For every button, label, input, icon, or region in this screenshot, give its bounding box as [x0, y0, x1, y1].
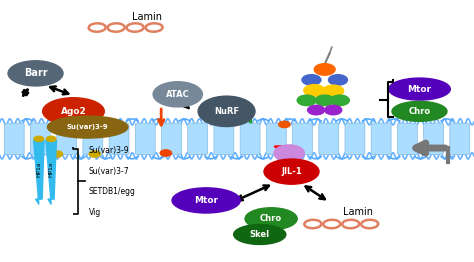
Text: HP1a: HP1a: [36, 162, 41, 177]
Circle shape: [51, 151, 63, 157]
Text: Lamin: Lamin: [343, 207, 373, 217]
Circle shape: [304, 85, 325, 96]
Circle shape: [328, 75, 347, 85]
Circle shape: [160, 150, 172, 156]
FancyBboxPatch shape: [109, 123, 129, 155]
FancyBboxPatch shape: [30, 123, 50, 155]
Ellipse shape: [172, 188, 240, 213]
Polygon shape: [46, 140, 56, 204]
Circle shape: [297, 95, 316, 106]
Ellipse shape: [245, 208, 297, 230]
Polygon shape: [34, 140, 44, 204]
Text: Lamin: Lamin: [132, 12, 162, 22]
Text: Chro: Chro: [409, 107, 430, 116]
Text: Chro: Chro: [260, 214, 282, 223]
FancyBboxPatch shape: [57, 123, 77, 155]
Ellipse shape: [153, 82, 202, 107]
Circle shape: [34, 136, 44, 141]
Text: Barr: Barr: [24, 68, 47, 78]
Ellipse shape: [47, 116, 128, 138]
FancyBboxPatch shape: [188, 123, 208, 155]
Circle shape: [330, 95, 349, 106]
Text: HP1a: HP1a: [49, 162, 54, 177]
Circle shape: [279, 150, 290, 156]
FancyBboxPatch shape: [397, 123, 417, 155]
FancyBboxPatch shape: [83, 123, 103, 155]
Ellipse shape: [392, 101, 447, 121]
FancyBboxPatch shape: [214, 123, 234, 155]
Text: ATAC: ATAC: [166, 90, 190, 99]
Text: Vig: Vig: [89, 208, 101, 217]
FancyBboxPatch shape: [371, 123, 391, 155]
Text: Su(var)3-7: Su(var)3-7: [89, 167, 129, 176]
FancyBboxPatch shape: [266, 123, 286, 155]
FancyBboxPatch shape: [450, 123, 470, 155]
Circle shape: [302, 75, 321, 85]
Circle shape: [274, 145, 304, 162]
Text: Mtor: Mtor: [408, 85, 431, 94]
Ellipse shape: [234, 225, 286, 244]
Text: Mtor: Mtor: [194, 196, 218, 205]
Circle shape: [315, 95, 334, 106]
Circle shape: [89, 121, 100, 128]
Circle shape: [89, 151, 100, 157]
Circle shape: [46, 136, 56, 141]
Circle shape: [314, 64, 335, 75]
Circle shape: [279, 121, 290, 128]
Circle shape: [308, 105, 325, 115]
FancyBboxPatch shape: [292, 123, 312, 155]
FancyBboxPatch shape: [4, 123, 24, 155]
Circle shape: [51, 121, 63, 128]
Text: Skel: Skel: [250, 230, 270, 239]
Ellipse shape: [264, 159, 319, 184]
Text: Su(var)3-9: Su(var)3-9: [67, 124, 109, 130]
Circle shape: [323, 85, 344, 97]
FancyBboxPatch shape: [424, 123, 444, 155]
FancyBboxPatch shape: [162, 123, 182, 155]
FancyBboxPatch shape: [345, 123, 365, 155]
Text: Su(var)3-9: Su(var)3-9: [89, 146, 129, 155]
Text: NuRF: NuRF: [214, 107, 239, 116]
FancyBboxPatch shape: [240, 123, 260, 155]
Ellipse shape: [389, 78, 450, 100]
Ellipse shape: [8, 61, 63, 86]
Ellipse shape: [43, 98, 104, 125]
Ellipse shape: [198, 96, 255, 127]
FancyBboxPatch shape: [135, 123, 155, 155]
Text: Ago2: Ago2: [61, 107, 86, 116]
Text: SETDB1/egg: SETDB1/egg: [89, 187, 136, 196]
Circle shape: [325, 105, 342, 115]
FancyBboxPatch shape: [319, 123, 339, 155]
Text: JIL-1: JIL-1: [281, 167, 302, 176]
